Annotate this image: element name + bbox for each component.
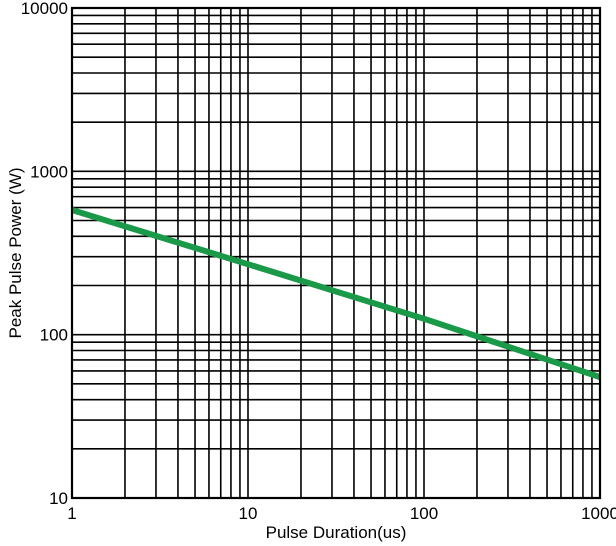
- y-tick-label: 10000: [21, 0, 68, 18]
- y-tick-label: 10: [49, 489, 68, 508]
- x-tick-label: 10: [239, 504, 258, 523]
- x-tick-label: 100: [410, 504, 438, 523]
- x-tick-label: 1000: [581, 504, 616, 523]
- series-layer: [71, 207, 601, 380]
- series-line-1: [71, 207, 601, 380]
- y-tick-label: 1000: [30, 162, 68, 181]
- plot-frame: [70, 6, 602, 500]
- x-tick-label: 1: [67, 504, 76, 523]
- y-tick-label: 100: [40, 326, 68, 345]
- y-axis-label: Peak Pulse Power (W): [6, 168, 25, 339]
- grid: [71, 7, 601, 499]
- x-axis-label: Pulse Duration(us): [266, 523, 407, 542]
